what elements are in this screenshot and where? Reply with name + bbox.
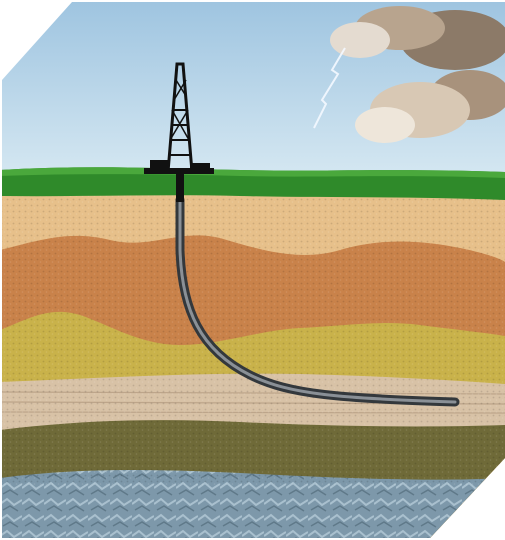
drilling-rig bbox=[144, 62, 214, 202]
lightning-bolt bbox=[313, 47, 346, 129]
grass-highlight bbox=[2, 167, 505, 178]
wellbore-highlight bbox=[178, 198, 457, 404]
bedrock-layer bbox=[2, 470, 505, 538]
storm-clouds bbox=[330, 6, 505, 143]
soil-texture bbox=[2, 185, 505, 485]
